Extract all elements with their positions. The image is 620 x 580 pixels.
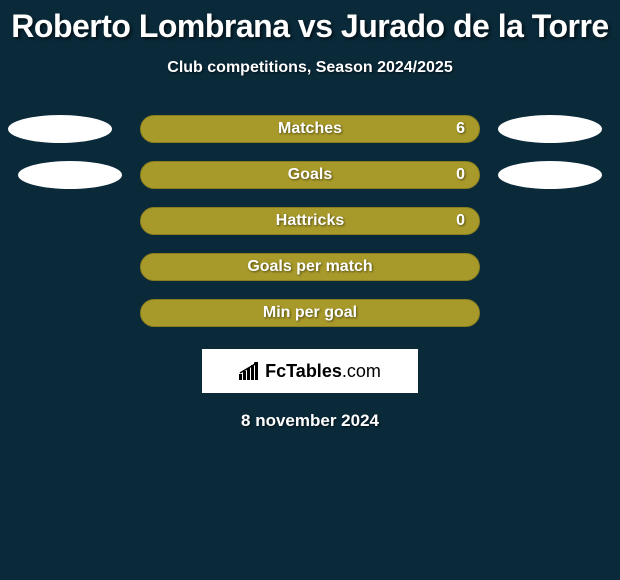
bar-chart-icon [239,362,261,380]
stat-label: Matches [278,120,342,138]
source-logo-box: FcTables.com [202,349,418,393]
stat-row-goals-per-match: Goals per match [0,253,620,281]
stat-bar: Goals 0 [140,161,480,189]
logo-brand: FcTables [265,361,342,381]
stat-bar: Goals per match [140,253,480,281]
comparison-card: Roberto Lombrana vs Jurado de la Torre C… [0,0,620,431]
player-right-marker [498,115,602,143]
stat-row-hattricks: Hattricks 0 [0,207,620,235]
stat-value: 6 [456,120,465,138]
stat-bar: Hattricks 0 [140,207,480,235]
stat-row-min-per-goal: Min per goal [0,299,620,327]
subtitle: Club competitions, Season 2024/2025 [0,59,620,77]
player-right-marker [498,161,602,189]
stat-value: 0 [456,212,465,230]
stat-rows: Matches 6 Goals 0 Hattricks 0 Goals per … [0,115,620,327]
stat-row-matches: Matches 6 [0,115,620,143]
page-title: Roberto Lombrana vs Jurado de la Torre [0,8,620,45]
logo-suffix: .com [342,361,381,381]
logo-text: FcTables.com [265,361,381,382]
stat-label: Hattricks [276,212,344,230]
stat-bar: Matches 6 [140,115,480,143]
stat-bar: Min per goal [140,299,480,327]
date-label: 8 november 2024 [0,411,620,431]
stat-label: Goals per match [247,258,372,276]
player-left-marker [8,115,112,143]
stat-value: 0 [456,166,465,184]
stat-label: Goals [288,166,332,184]
source-logo: FcTables.com [239,361,381,382]
player-left-marker [18,161,122,189]
stat-row-goals: Goals 0 [0,161,620,189]
stat-label: Min per goal [263,304,357,322]
